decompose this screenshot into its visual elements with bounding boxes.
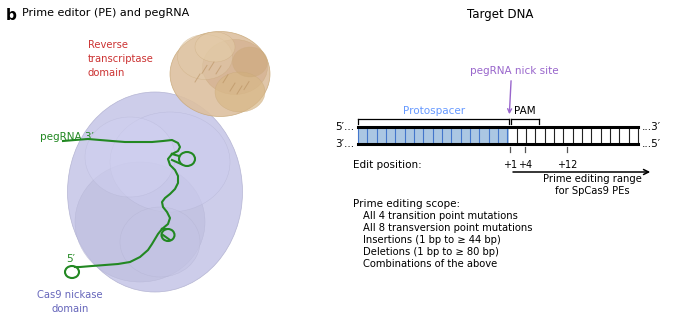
Ellipse shape <box>232 47 267 77</box>
Text: +4: +4 <box>518 160 532 170</box>
Text: PAM: PAM <box>515 106 536 116</box>
Ellipse shape <box>177 34 232 80</box>
Bar <box>358 127 509 144</box>
Text: 3′...: 3′... <box>335 139 354 149</box>
Text: All 4 transition point mutations: All 4 transition point mutations <box>363 211 518 221</box>
Ellipse shape <box>75 162 205 282</box>
Text: Insertions (1 bp to ≥ 44 bp): Insertions (1 bp to ≥ 44 bp) <box>363 235 501 245</box>
Text: Protospacer: Protospacer <box>403 106 464 116</box>
Text: Prime editing range
for SpCas9 PEs: Prime editing range for SpCas9 PEs <box>543 174 642 196</box>
Ellipse shape <box>170 32 270 117</box>
Ellipse shape <box>85 117 175 197</box>
Ellipse shape <box>120 207 200 277</box>
Text: All 8 transversion point mutations: All 8 transversion point mutations <box>363 223 533 233</box>
Text: +1: +1 <box>503 160 517 170</box>
Ellipse shape <box>110 112 230 212</box>
Text: +12: +12 <box>557 160 577 170</box>
Text: Reverse
transcriptase
domain: Reverse transcriptase domain <box>88 40 154 78</box>
Ellipse shape <box>68 92 242 292</box>
Text: Deletions (1 bp to ≥ 80 bp): Deletions (1 bp to ≥ 80 bp) <box>363 247 499 257</box>
Text: Prime editing scope:: Prime editing scope: <box>353 199 460 209</box>
Text: 5′: 5′ <box>66 254 75 264</box>
Text: Target DNA: Target DNA <box>467 8 533 21</box>
Text: ...5′: ...5′ <box>642 139 661 149</box>
Ellipse shape <box>202 40 267 94</box>
Text: pegRNA nick site: pegRNA nick site <box>470 66 559 76</box>
Text: Edit position:: Edit position: <box>353 160 422 170</box>
Text: ...3′: ...3′ <box>642 122 661 132</box>
Ellipse shape <box>195 32 235 62</box>
Ellipse shape <box>215 72 265 112</box>
Text: Combinations of the above: Combinations of the above <box>363 259 497 269</box>
Text: pegRNA 3′: pegRNA 3′ <box>40 132 94 142</box>
Text: Prime editor (PE) and pegRNA: Prime editor (PE) and pegRNA <box>22 8 190 18</box>
Text: b: b <box>6 8 17 23</box>
Text: Cas9 nickase
domain: Cas9 nickase domain <box>37 290 103 314</box>
Text: 5′...: 5′... <box>335 122 354 132</box>
